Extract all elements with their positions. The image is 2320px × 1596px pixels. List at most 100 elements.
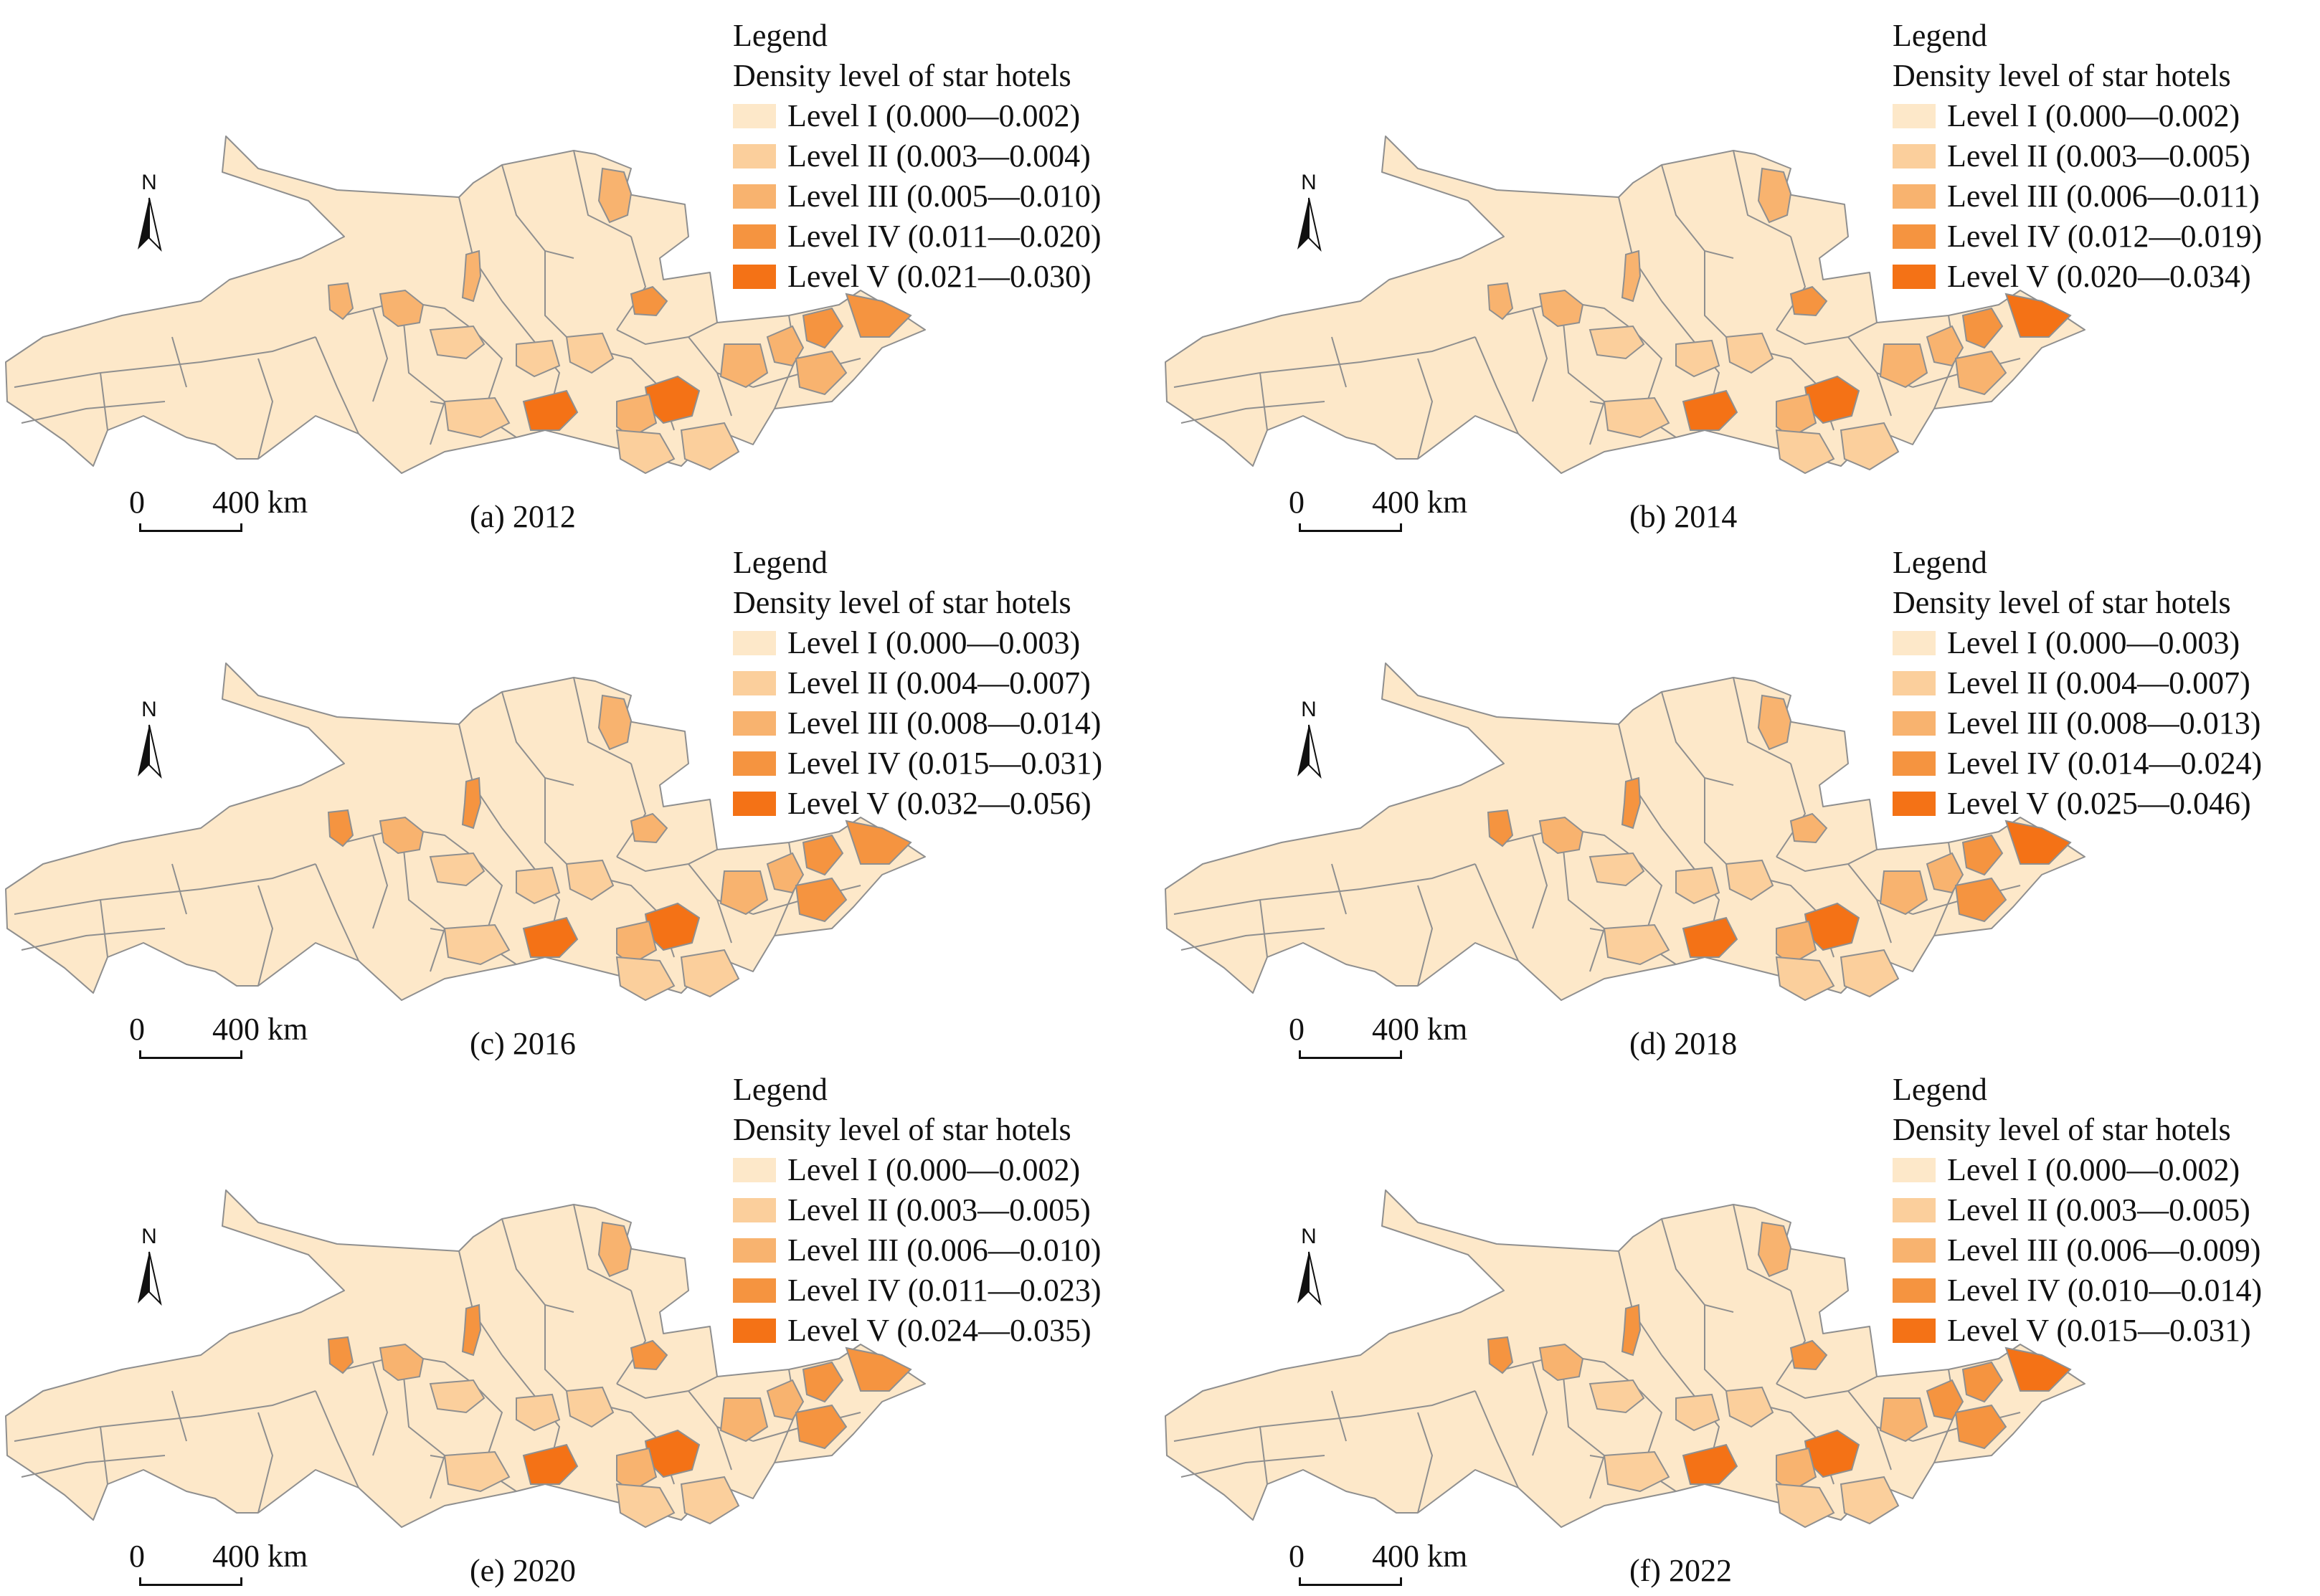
region-center2-level-3 [1776,1447,1817,1493]
region-south2-level-2 [680,949,740,998]
legend-swatch-level-2 [733,671,776,695]
north-arrow-icon [138,197,162,252]
region-mid2-level-2 [1589,852,1645,887]
region-east_e-level-4 [795,1404,848,1450]
region-east_d-level-3 [1879,870,1928,916]
legend-swatch-level-5 [733,1319,776,1343]
legend-label-level-1: Level I (0.000—0.003) [787,625,1081,660]
legend-rows: Level I (0.000—0.002) Level II (0.003—0.0… [1893,1150,2262,1351]
map-panel-4: Legend Density level of star hotels Leve… [1160,527,2319,1061]
north-label: N [141,171,157,194]
legend-swatch-level-1 [1893,104,1936,128]
region-qiqihar-level-3 [1757,1221,1792,1278]
region-east_n-level-3 [1789,812,1828,844]
highlighted-regions [327,694,912,1002]
region-east_c-level-4 [845,820,912,865]
legend-row-level-1: Level I (0.000—0.002) [1893,96,2262,136]
region-mid1-level-4 [461,776,482,830]
region-south_mid-level-5 [1682,389,1738,431]
region-mid1-level-4 [461,1303,482,1357]
region-east_b-level-4 [802,834,844,876]
region-center2-level-3 [1776,393,1817,439]
legend-label-level-5: Level V (0.032—0.056) [787,786,1092,821]
legend-title: Legend [1893,545,1987,580]
legend: Legend Density level of star hotels Leve… [733,543,1102,824]
legend-label-level-4: Level IV (0.015—0.031) [787,746,1103,781]
region-south_mid-level-5 [1682,1443,1738,1485]
scale-bar-line [1299,523,1402,532]
region-east_d-level-3 [719,870,769,916]
region-mid4-level-2 [516,1393,561,1432]
scale-zero-label: 0 [129,485,145,520]
region-south1-level-2 [1775,956,1835,1002]
region-south2-level-2 [1840,422,1900,471]
legend-label-level-3: Level III (0.008—0.014) [787,706,1102,741]
legend-swatch-level-5 [733,792,776,816]
legend-rows: Level I (0.000—0.002) Level II (0.003—0.0… [1893,96,2262,297]
legend-subtitle: Density level of star hotels [733,1112,1071,1147]
north-arrow: N [133,698,165,791]
region-east_a-level-4 [1926,1379,1964,1421]
legend-label-level-4: Level IV (0.014—0.024) [1947,746,2263,781]
legend-swatch-level-3 [1893,1238,1936,1263]
region-mid3-level-2 [565,332,615,374]
legend-swatch-level-4 [1893,751,1936,776]
region-east_e-level-4 [1954,1404,2007,1450]
region-east_c-level-4 [845,293,912,338]
legend-row-level-4: Level IV (0.011—0.023) [733,1270,1101,1311]
region-east_c-level-5 [2004,1346,2072,1392]
legend-swatch-level-5 [1893,792,1936,816]
legend-label-level-3: Level III (0.005—0.010) [787,179,1102,214]
legend-subtitle: Density level of star hotels [733,585,1071,620]
scale-bar: 0 400 km [129,1538,308,1588]
legend-label-level-2: Level II (0.003—0.005) [1947,138,2250,174]
scale-max-label: 400 km [212,1012,308,1047]
legend-swatch-level-1 [1893,631,1936,655]
region-mid4-level-2 [1675,866,1720,905]
legend-swatch-level-2 [1893,144,1936,168]
legend-row-level-2: Level II (0.003—0.005) [1893,136,2262,176]
legend-swatch-level-2 [1893,671,1936,695]
legend-label-level-2: Level II (0.003—0.005) [1947,1192,2250,1227]
north-label: N [1301,698,1317,721]
highlighted-regions [1487,167,2072,475]
legend-row-level-1: Level I (0.000—0.003) [733,623,1102,663]
legend-label-level-2: Level II (0.004—0.007) [1947,665,2250,700]
legend-title: Legend [733,18,828,53]
scale-bar: 0 400 km [1289,484,1467,534]
region-mid3-level-2 [565,1386,615,1428]
region-west2-level-3 [1538,1343,1584,1382]
region-south1-level-2 [615,429,676,475]
region-center2-level-3 [1776,920,1817,966]
region-east_b-level-4 [802,1361,844,1403]
legend-label-level-2: Level II (0.004—0.007) [787,665,1091,700]
region-south3-level-2 [1603,1450,1670,1493]
region-mid1-level-3 [461,250,482,303]
region-east_n-level-4 [1789,1339,1828,1371]
north-arrow: N [133,171,165,264]
scale-max-label: 400 km [1372,1539,1468,1574]
legend-swatch-level-4 [733,751,776,776]
region-mid2-level-2 [429,852,486,887]
region-east_a-level-3 [766,1379,805,1421]
legend-row-level-1: Level I (0.000—0.002) [733,96,1101,136]
region-south_mid-level-5 [522,916,579,958]
legend-swatch-level-3 [733,184,776,209]
legend-swatch-level-3 [1893,711,1936,736]
region-mid4-level-2 [1675,339,1720,378]
legend-row-level-3: Level III (0.006—0.009) [1893,1230,2262,1270]
map-panel-3: Legend Density level of star hotels Leve… [0,527,1160,1061]
region-mid2-level-2 [429,325,486,360]
region-east_e-level-3 [1954,350,2007,396]
legend-row-level-4: Level IV (0.010—0.014) [1893,1270,2262,1311]
legend-swatch-level-4 [1893,1278,1936,1303]
legend-label-level-5: Level V (0.024—0.035) [787,1313,1092,1348]
region-west1-level-3 [1487,282,1514,320]
legend-swatch-level-1 [733,104,776,128]
panel-caption: (c) 2016 [470,1026,576,1061]
north-label: N [1301,1225,1317,1248]
legend-row-level-2: Level II (0.004—0.007) [1893,663,2262,703]
region-east_b-level-4 [1961,307,2004,349]
scale-zero-label: 0 [1289,1539,1305,1574]
scale-bar: 0 400 km [1289,1538,1467,1588]
